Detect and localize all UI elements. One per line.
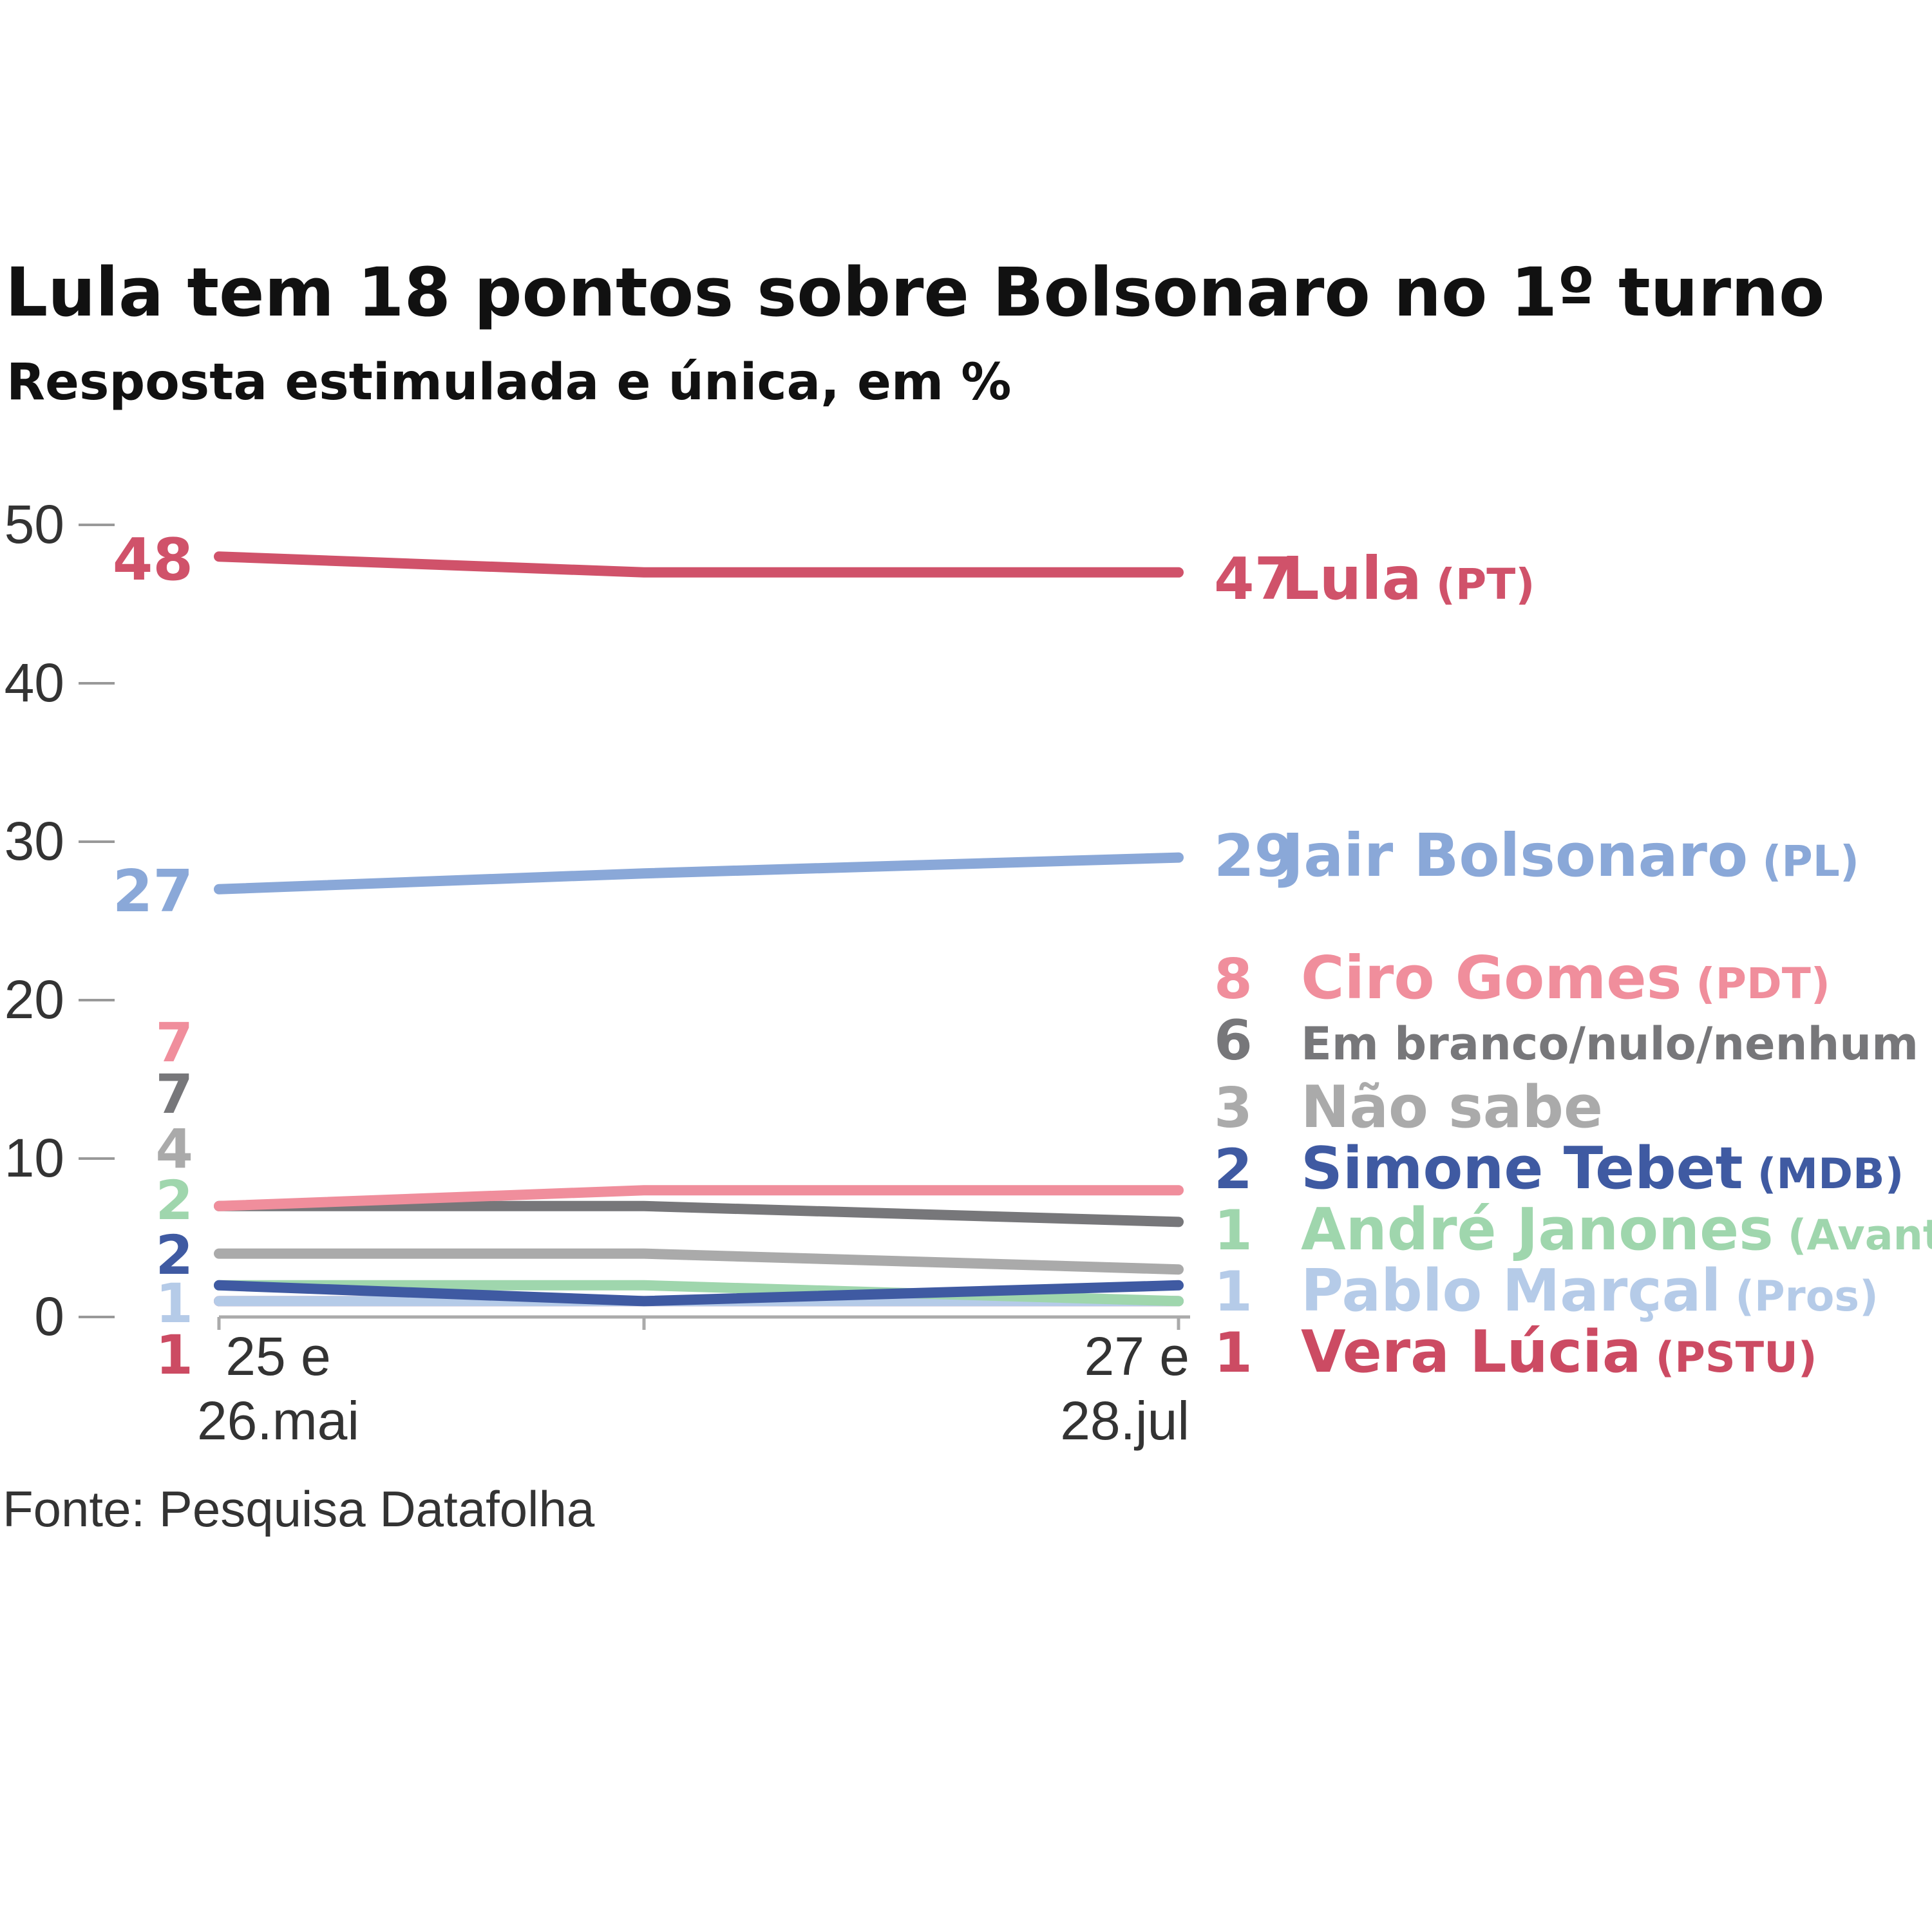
series-start-label: 1 bbox=[156, 1323, 193, 1387]
series-line bbox=[214, 1185, 1184, 1211]
series-end-value: 2 bbox=[1214, 1137, 1253, 1202]
chart-title: Lula tem 18 pontos sobre Bolsonaro no 1º… bbox=[5, 253, 1824, 332]
series-start-label: 1 bbox=[156, 1272, 193, 1335]
y-tick-label: 40 bbox=[5, 652, 64, 713]
chart-subtitle: Resposta estimulada e única, em % bbox=[6, 354, 1011, 412]
y-tick-label: 0 bbox=[34, 1286, 64, 1347]
series-line bbox=[214, 1280, 1184, 1307]
series-name-label: André Janones(Avante) bbox=[1301, 1196, 1932, 1264]
y-tick-label: 30 bbox=[5, 811, 64, 871]
x-tick-label: 25 e 26.mai bbox=[197, 1326, 359, 1451]
series-name-label: Jair Bolsonaro (PL) bbox=[1278, 821, 1859, 890]
series-end-value: 1 bbox=[1214, 1260, 1253, 1324]
series-end-value: 3 bbox=[1214, 1076, 1253, 1141]
series-end-value: 1 bbox=[1214, 1321, 1253, 1385]
series-end-value: 8 bbox=[1214, 947, 1253, 1012]
series-start-label: 7 bbox=[156, 1063, 193, 1126]
series-end-value: 1 bbox=[1214, 1198, 1253, 1263]
series-name-label: Lula (PT) bbox=[1282, 544, 1535, 613]
series-name-label: Ciro Gomes (PDT) bbox=[1301, 943, 1830, 1012]
series-name-label: Não sabe bbox=[1301, 1074, 1603, 1141]
series-line bbox=[214, 1248, 1184, 1275]
series-name-label: Vera Lúcia (PSTU) bbox=[1301, 1318, 1817, 1386]
series-line bbox=[214, 852, 1184, 895]
series-line bbox=[214, 551, 1184, 578]
series-name-label: Simone Tebet (MDB) bbox=[1301, 1135, 1904, 1202]
axes: 0 10 20 30 40 50 25 e 26.mai 27 e 28.jul bbox=[5, 494, 1190, 1451]
series-end-value: 6 bbox=[1214, 1009, 1253, 1073]
series-end-value: 29 bbox=[1214, 822, 1294, 890]
series-name-label: Em branco/nulo/nenhum bbox=[1301, 1018, 1918, 1070]
series-name-label: Pablo Marçal (Pros) bbox=[1301, 1257, 1879, 1325]
x-tick-label: 27 e 28.jul bbox=[1060, 1326, 1189, 1451]
y-tick-label: 20 bbox=[5, 969, 64, 1030]
series-end-value: 47 bbox=[1214, 545, 1294, 613]
series-start-label: 27 bbox=[113, 858, 193, 925]
y-tick-label: 50 bbox=[5, 494, 64, 554]
series-start-label: 7 bbox=[156, 1011, 193, 1074]
series-line bbox=[214, 1200, 1184, 1227]
series-lines bbox=[214, 551, 1184, 1307]
series-start-label: 4 bbox=[156, 1117, 193, 1180]
source-note: Fonte: Pesquisa Datafolha bbox=[3, 1481, 595, 1537]
series-start-label: 2 bbox=[156, 1169, 193, 1232]
series-start-label: 2 bbox=[156, 1224, 193, 1287]
series-start-label: 48 bbox=[113, 526, 193, 594]
series-line bbox=[214, 1280, 1184, 1307]
y-tick-label: 10 bbox=[5, 1128, 64, 1188]
